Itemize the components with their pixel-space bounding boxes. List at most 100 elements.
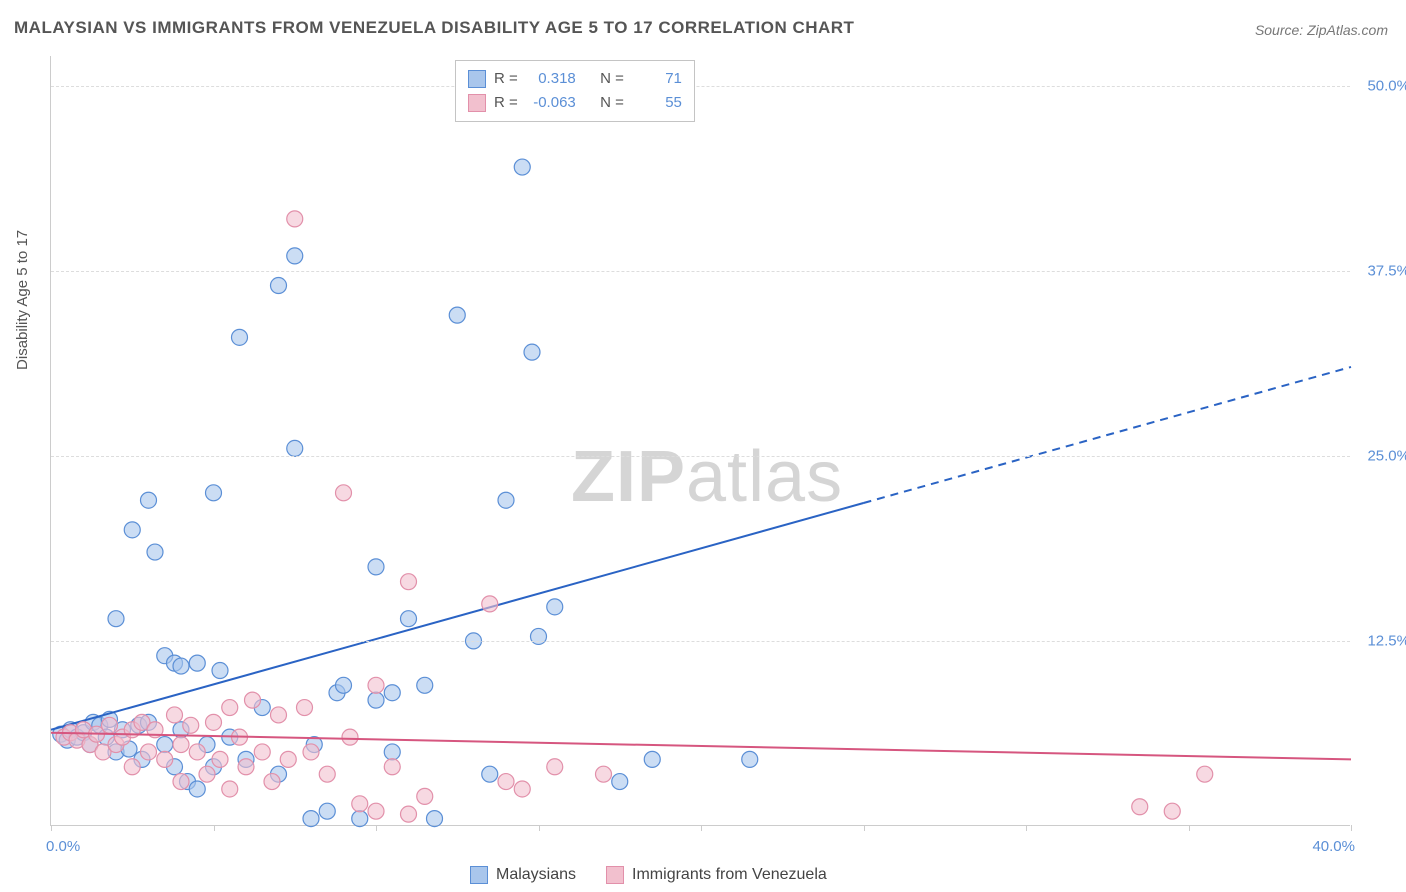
scatter-point [102,717,118,733]
scatter-point [417,677,433,693]
scatter-point [183,717,199,733]
x-tick [1189,825,1190,831]
scatter-point [336,677,352,693]
scatter-point [212,663,228,679]
x-axis-max-label: 40.0% [1312,838,1355,855]
scatter-point [384,744,400,760]
scatter-point [141,492,157,508]
scatter-point [264,774,280,790]
y-axis-label: Disability Age 5 to 17 [14,230,31,370]
r-value: 0.318 [526,67,576,91]
scatter-point [482,596,498,612]
scatter-point [319,766,335,782]
source-attribution: Source: ZipAtlas.com [1255,22,1388,38]
scatter-point [368,559,384,575]
scatter-point [287,211,303,227]
scatter-point [384,685,400,701]
scatter-point [222,700,238,716]
legend-swatch [606,866,624,884]
scatter-point [1132,799,1148,815]
legend-swatch [468,70,486,88]
x-tick [51,825,52,831]
scatter-point [401,806,417,822]
legend-series-label: Immigrants from Venezuela [632,866,827,884]
r-value: -0.063 [526,91,576,115]
legend-series-item: Malaysians [470,866,576,884]
scatter-point [303,744,319,760]
scatter-point [173,658,189,674]
scatter-point [206,485,222,501]
scatter-point [547,599,563,615]
gridline [51,456,1350,457]
scatter-point [238,759,254,775]
scatter-point [368,692,384,708]
y-tick-label: 12.5% [1355,632,1406,649]
scatter-point [189,781,205,797]
x-tick [1026,825,1027,831]
scatter-point [141,744,157,760]
scatter-point [254,744,270,760]
scatter-point [498,774,514,790]
scatter-point [342,729,358,745]
scatter-point [303,811,319,827]
x-tick [1351,825,1352,831]
correlation-legend: R = 0.318 N = 71R = -0.063 N = 55 [455,60,695,122]
scatter-point [401,574,417,590]
scatter-point [427,811,443,827]
scatter-point [280,751,296,767]
scatter-point [401,611,417,627]
scatter-point [212,751,228,767]
scatter-point [108,611,124,627]
scatter-point [531,628,547,644]
plot-area: ZIPatlas 0.0% 40.0% 12.5%25.0%37.5%50.0% [50,56,1350,826]
scatter-point [297,700,313,716]
y-tick-label: 37.5% [1355,262,1406,279]
scatter-point [232,329,248,345]
scatter-point [336,485,352,501]
x-tick [539,825,540,831]
scatter-point [157,737,173,753]
r-label: R = [494,67,518,91]
n-label: N = [600,91,624,115]
scatter-point [157,751,173,767]
n-value: 55 [632,91,682,115]
scatter-point [514,159,530,175]
x-tick [864,825,865,831]
gridline [51,271,1350,272]
scatter-point [368,677,384,693]
scatter-point [173,774,189,790]
scatter-point [245,692,261,708]
scatter-point [124,759,140,775]
scatter-point [524,344,540,360]
n-value: 71 [632,67,682,91]
regression-line [51,503,864,730]
scatter-point [514,781,530,797]
scatter-point [352,796,368,812]
regression-line-dashed [864,367,1352,503]
scatter-point [271,278,287,294]
legend-series-item: Immigrants from Venezuela [606,866,827,884]
legend-swatch [468,94,486,112]
scatter-point [368,803,384,819]
legend-series-label: Malaysians [496,866,576,884]
chart-title: MALAYSIAN VS IMMIGRANTS FROM VENEZUELA D… [14,18,854,38]
scatter-point [1164,803,1180,819]
x-axis-min-label: 0.0% [46,838,80,855]
scatter-point [596,766,612,782]
scatter-point [384,759,400,775]
gridline [51,86,1350,87]
scatter-point [644,751,660,767]
x-tick [701,825,702,831]
scatter-point [1197,766,1213,782]
scatter-point [498,492,514,508]
scatter-point [271,707,287,723]
scatter-point [222,781,238,797]
scatter-point [189,744,205,760]
scatter-point [612,774,628,790]
scatter-point [147,544,163,560]
legend-stat-row: R = 0.318 N = 71 [468,67,682,91]
legend-swatch [470,866,488,884]
y-tick-label: 25.0% [1355,447,1406,464]
legend-stat-row: R =-0.063 N =55 [468,91,682,115]
n-label: N = [600,67,624,91]
